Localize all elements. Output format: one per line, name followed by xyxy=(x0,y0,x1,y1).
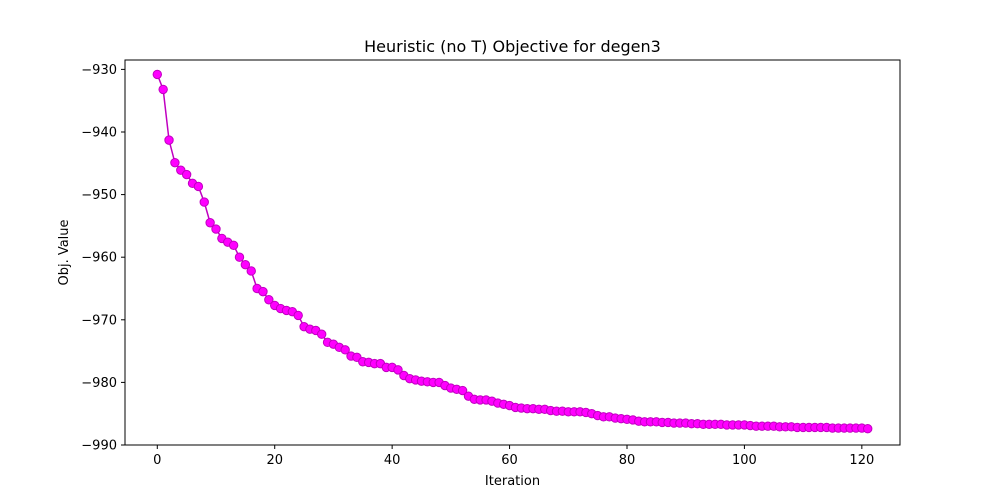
data-point xyxy=(228,240,239,251)
x-tick-label: 120 xyxy=(849,453,874,468)
data-point xyxy=(863,424,873,434)
data-point xyxy=(393,365,403,375)
data-point xyxy=(340,345,350,355)
data-point xyxy=(158,84,168,95)
data-point xyxy=(264,295,274,305)
x-tick-label: 40 xyxy=(384,453,401,468)
data-point xyxy=(199,197,209,207)
y-tick-label: −930 xyxy=(81,63,117,78)
x-tick-label: 100 xyxy=(732,453,757,468)
x-tick-label: 0 xyxy=(153,453,161,468)
data-point xyxy=(205,218,215,228)
y-tick-label: −990 xyxy=(81,439,117,454)
data-point xyxy=(240,260,251,270)
chart-title: Heuristic (no T) Objective for degen3 xyxy=(364,37,661,56)
data-point xyxy=(457,385,468,396)
data-point xyxy=(258,286,268,297)
data-point xyxy=(193,181,204,192)
y-tick-label: −940 xyxy=(81,125,117,140)
data-point xyxy=(246,266,256,276)
data-point xyxy=(234,252,245,262)
y-tick-label: −960 xyxy=(81,251,117,266)
data-point xyxy=(152,69,162,80)
data-point xyxy=(164,135,174,145)
x-axis-label: Iteration xyxy=(485,474,540,489)
x-axis: 0 20 40 60 80 100 120 xyxy=(153,445,874,468)
plot-area xyxy=(152,69,873,434)
x-tick-label: 80 xyxy=(619,453,636,468)
y-tick-label: −980 xyxy=(81,376,117,391)
y-axis-label: Obj. Value xyxy=(57,219,72,285)
data-point xyxy=(181,169,192,180)
y-tick-label: −970 xyxy=(81,313,117,328)
plot-frame xyxy=(124,59,901,446)
data-point xyxy=(293,310,303,321)
y-tick-label: −950 xyxy=(81,188,117,203)
data-point xyxy=(211,224,221,234)
x-tick-label: 20 xyxy=(266,453,283,468)
y-axis: −930 −940 −950 −960 −970 −980 −990 xyxy=(81,63,125,454)
data-point xyxy=(170,157,180,168)
x-tick-label: 60 xyxy=(501,453,518,468)
data-point xyxy=(316,329,327,339)
